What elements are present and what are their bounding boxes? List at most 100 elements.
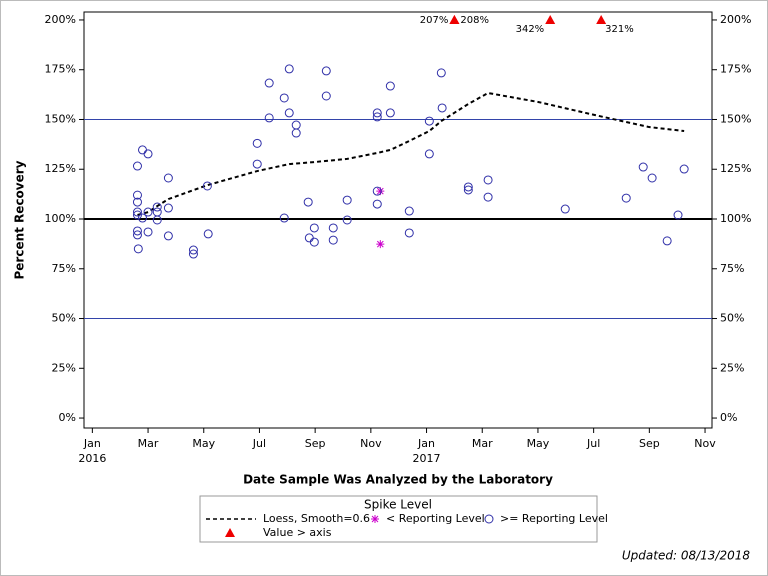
- x-tick-label: Mar: [138, 437, 159, 450]
- circle-point: [252, 159, 262, 169]
- legend-label: < Reporting Level: [386, 512, 485, 525]
- circle-point: [662, 236, 672, 246]
- circle-point: [328, 235, 338, 245]
- y2-tick-label: 100%: [720, 212, 751, 225]
- circle-point: [372, 186, 382, 196]
- y-tick-label: 25%: [52, 361, 76, 374]
- circle-point: [133, 244, 143, 254]
- circle-point: [342, 215, 352, 225]
- legend-label: Loess, Smooth=0.6: [263, 512, 370, 525]
- circle-point: [436, 68, 446, 78]
- circle-point: [132, 207, 142, 217]
- circle-point: [372, 112, 382, 122]
- circle-point: [132, 197, 142, 207]
- legend-swatch: [371, 515, 379, 523]
- circle-point: [132, 190, 142, 200]
- x-tick-label: Jan: [83, 437, 101, 450]
- legend-title: Spike Level: [364, 498, 432, 512]
- circle-point: [284, 108, 294, 118]
- circle-point: [385, 108, 395, 118]
- circle-point: [152, 202, 162, 212]
- legend-swatch: [225, 528, 235, 537]
- y2-tick-label: 125%: [720, 162, 751, 175]
- circle-point: [621, 193, 631, 203]
- x-year-label: 2017: [413, 452, 441, 465]
- spike-marker: [596, 14, 607, 24]
- y-tick-label: 100%: [45, 212, 76, 225]
- x-tick-label: May: [527, 437, 550, 450]
- circle-point: [321, 91, 331, 101]
- circle-point: [202, 181, 212, 191]
- x-tick-label: Mar: [472, 437, 493, 450]
- legend-label: >= Reporting Level: [500, 512, 608, 525]
- x-tick-label: Nov: [360, 437, 382, 450]
- y-axis-title: Percent Recovery: [13, 160, 27, 279]
- circle-point: [463, 182, 473, 192]
- circle-point: [424, 116, 434, 126]
- x-tick-label: Jan: [417, 437, 435, 450]
- legend-label: Value > axis: [263, 526, 332, 539]
- spike-marker: [449, 14, 460, 24]
- circle-point: [152, 215, 162, 225]
- circle-point: [463, 185, 473, 195]
- circle-point: [163, 173, 173, 183]
- circle-point: [163, 231, 173, 241]
- y-tick-label: 0%: [59, 411, 76, 424]
- footnote: Updated: 08/13/2018: [622, 549, 750, 563]
- y-tick-label: 150%: [45, 112, 76, 125]
- spike-label: 321%: [605, 24, 634, 35]
- circle-point: [679, 164, 689, 174]
- circle-point: [328, 223, 338, 233]
- circle-point: [638, 162, 648, 172]
- loess-line: [137, 91, 685, 216]
- circle-point: [284, 64, 294, 74]
- y2-tick-label: 75%: [720, 262, 744, 275]
- y-tick-label: 200%: [45, 13, 76, 26]
- circle-point: [188, 245, 198, 255]
- spike-label: 208%: [460, 15, 489, 26]
- asterisk-point: [376, 240, 385, 249]
- circle-point: [309, 223, 319, 233]
- spike-label: 342%: [516, 24, 545, 35]
- y-tick-label: 125%: [45, 162, 76, 175]
- circle-point: [279, 213, 289, 223]
- x-axis-title: Date Sample Was Analyzed by the Laborato…: [243, 473, 553, 487]
- y-tick-label: 175%: [45, 63, 76, 76]
- circle-point: [404, 228, 414, 238]
- circle-point: [137, 213, 147, 223]
- spike-label: 207%: [420, 15, 449, 26]
- x-tick-label: Sep: [305, 437, 326, 450]
- circle-point: [203, 229, 213, 239]
- spike-marker: [545, 14, 556, 24]
- circle-point: [560, 204, 570, 214]
- y2-tick-label: 0%: [720, 411, 737, 424]
- circle-point: [132, 230, 142, 240]
- circle-point: [279, 93, 289, 103]
- y2-tick-label: 150%: [720, 112, 751, 125]
- x-tick-label: Jul: [252, 437, 266, 450]
- circle-point: [188, 249, 198, 259]
- circle-point: [483, 175, 493, 185]
- circle-point: [291, 128, 301, 138]
- circle-point: [342, 195, 352, 205]
- circle-point: [647, 173, 657, 183]
- x-tick-label: Sep: [639, 437, 660, 450]
- x-year-label: 2016: [78, 452, 106, 465]
- y-tick-label: 75%: [52, 262, 76, 275]
- circle-point: [143, 207, 153, 217]
- circle-point: [264, 78, 274, 88]
- circle-point: [143, 227, 153, 237]
- y2-tick-label: 25%: [720, 361, 744, 374]
- circle-point: [385, 81, 395, 91]
- legend-box: [199, 495, 598, 543]
- circle-point: [264, 113, 274, 123]
- circle-point: [673, 210, 683, 220]
- x-tick-label: May: [192, 437, 215, 450]
- circle-point: [483, 192, 493, 202]
- circle-point: [132, 161, 142, 171]
- circle-point: [252, 138, 262, 148]
- circle-point: [424, 149, 434, 159]
- legend-swatch: [484, 514, 494, 524]
